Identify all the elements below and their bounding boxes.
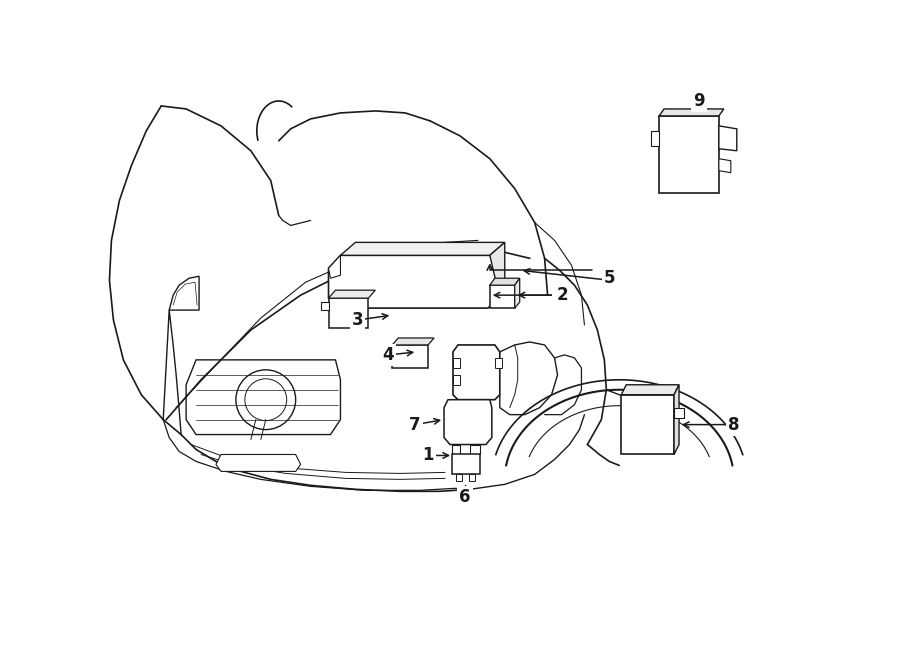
Text: 2: 2 xyxy=(554,286,565,304)
Polygon shape xyxy=(659,116,719,192)
Polygon shape xyxy=(515,278,519,308)
Polygon shape xyxy=(328,255,500,308)
Polygon shape xyxy=(652,131,659,146)
Text: 4: 4 xyxy=(382,346,394,364)
Circle shape xyxy=(245,379,287,420)
Polygon shape xyxy=(392,338,434,345)
Text: 9: 9 xyxy=(693,92,705,110)
Text: 3: 3 xyxy=(352,311,364,329)
Polygon shape xyxy=(621,395,674,455)
Polygon shape xyxy=(490,243,505,298)
Polygon shape xyxy=(186,360,340,434)
Polygon shape xyxy=(674,385,679,455)
Polygon shape xyxy=(452,444,460,455)
Polygon shape xyxy=(719,159,731,173)
Text: 7: 7 xyxy=(410,416,421,434)
Polygon shape xyxy=(490,278,519,285)
Polygon shape xyxy=(169,276,199,310)
Polygon shape xyxy=(456,475,462,481)
Polygon shape xyxy=(470,444,480,455)
Polygon shape xyxy=(216,455,301,471)
Polygon shape xyxy=(490,285,515,308)
Polygon shape xyxy=(452,455,480,475)
Polygon shape xyxy=(621,385,679,395)
Polygon shape xyxy=(469,475,475,481)
Polygon shape xyxy=(495,358,502,368)
Polygon shape xyxy=(444,400,491,444)
Polygon shape xyxy=(328,255,340,278)
Polygon shape xyxy=(453,375,460,385)
Polygon shape xyxy=(453,358,460,368)
Polygon shape xyxy=(340,243,505,255)
Text: 6: 6 xyxy=(459,488,471,506)
Polygon shape xyxy=(392,345,428,368)
Text: 2: 2 xyxy=(557,286,568,304)
Text: 1: 1 xyxy=(422,446,434,465)
Circle shape xyxy=(236,370,296,430)
Polygon shape xyxy=(453,345,500,400)
Polygon shape xyxy=(328,290,375,298)
Text: 8: 8 xyxy=(728,416,740,434)
Polygon shape xyxy=(328,298,368,328)
Polygon shape xyxy=(674,408,684,418)
Polygon shape xyxy=(719,126,737,151)
Text: 5: 5 xyxy=(604,271,615,290)
Polygon shape xyxy=(659,109,724,116)
Polygon shape xyxy=(320,302,328,310)
Text: 5: 5 xyxy=(604,269,615,288)
